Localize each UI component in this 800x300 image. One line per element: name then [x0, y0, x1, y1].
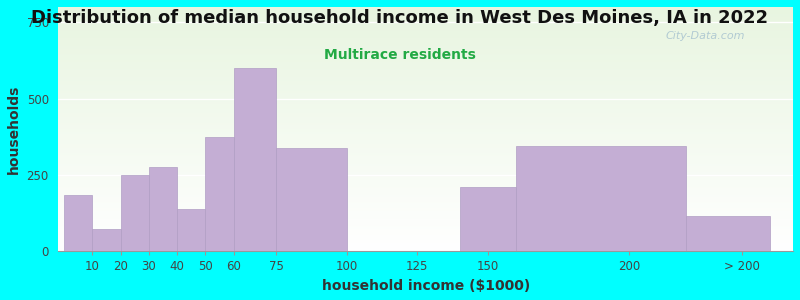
- Text: Multirace residents: Multirace residents: [324, 48, 476, 62]
- Bar: [64, 195, 92, 251]
- Y-axis label: households: households: [7, 85, 21, 174]
- Text: Distribution of median household income in West Des Moines, IA in 2022: Distribution of median household income …: [31, 9, 769, 27]
- Bar: [460, 187, 516, 251]
- Bar: [276, 148, 346, 251]
- Bar: [234, 68, 276, 251]
- Bar: [516, 146, 686, 251]
- Text: City-Data.com: City-Data.com: [665, 31, 745, 41]
- Bar: [92, 229, 121, 251]
- Bar: [121, 175, 149, 251]
- X-axis label: household income ($1000): household income ($1000): [322, 279, 530, 293]
- Bar: [206, 137, 234, 251]
- Bar: [149, 167, 177, 251]
- Bar: [686, 216, 770, 251]
- Bar: [177, 209, 206, 251]
